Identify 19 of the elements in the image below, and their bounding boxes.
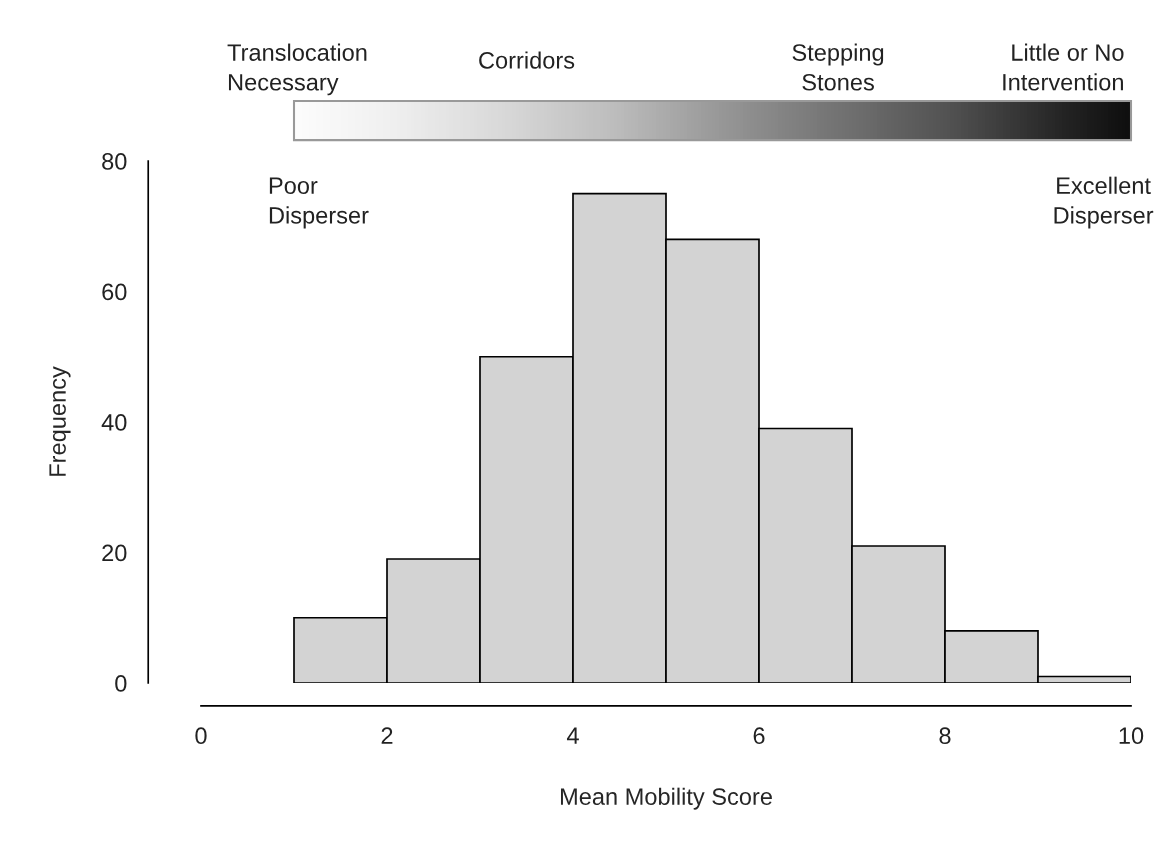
x-tick-label: 8 [939, 727, 951, 745]
x-tick-label: 0 [195, 727, 207, 745]
y-tick-label: 40 [101, 414, 127, 431]
x-axis-title: Mean Mobility Score [561, 787, 772, 810]
y-axis-title: Frequency [49, 366, 71, 476]
text: Corridors [479, 51, 575, 69]
text: Translocation Necessary [227, 43, 367, 96]
y-tick-label: 20 [102, 544, 127, 562]
y-tick-label: 80 [102, 153, 127, 170]
x-tick-label: 10 [1119, 727, 1144, 745]
x-tick-label: 6 [753, 727, 765, 745]
text: Little or No Intervention [1003, 43, 1124, 91]
annotation: Excellent Disperser [1054, 176, 1154, 229]
text: Stepping Stones [792, 43, 884, 91]
y-tick-label: 60 [102, 283, 127, 301]
y-tick-label: 0 [115, 675, 127, 692]
x-tick-label: 2 [381, 727, 393, 744]
x-tick-label: 4 [566, 727, 579, 744]
annotation: Poor Disperser [269, 177, 369, 229]
